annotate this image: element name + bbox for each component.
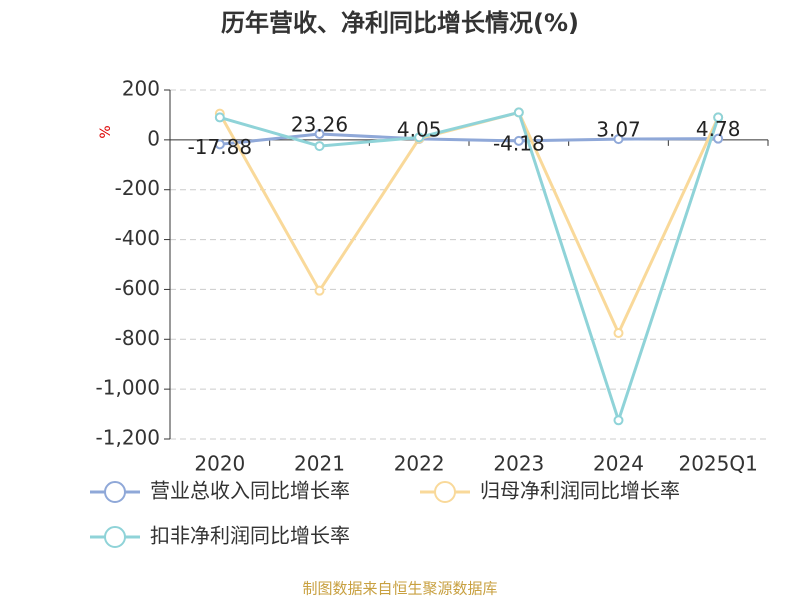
point <box>314 129 325 140</box>
point <box>314 285 325 296</box>
point <box>214 139 225 150</box>
x-tick-label: 2020 <box>194 452 245 476</box>
data-label: 4.05 <box>397 117 442 141</box>
point <box>613 415 624 426</box>
series-line <box>219 132 719 146</box>
x-tick-label: 2025Q1 <box>678 452 757 476</box>
data-label: 4.78 <box>696 117 741 141</box>
x-tick-label: 2024 <box>593 452 644 476</box>
point <box>414 132 425 143</box>
source-note: 制图数据来自恒生聚源数据库 <box>302 580 497 598</box>
y-tick-label: -800 <box>115 326 160 350</box>
point <box>513 135 524 146</box>
y-tick-label: 0 <box>147 126 160 150</box>
y-unit: % <box>98 125 114 138</box>
chart-title: 历年营收、净利同比增长情况(%) <box>221 9 579 37</box>
point <box>613 134 624 145</box>
data-label: -4.18 <box>493 131 545 155</box>
data-label: 3.07 <box>596 118 641 142</box>
legend-label: 营业总收入同比增长率 <box>150 479 350 503</box>
x-tick-label: 2022 <box>394 452 445 476</box>
point <box>314 141 325 152</box>
legend-label: 归母净利润同比增长率 <box>480 479 680 503</box>
x-tick-label: 2021 <box>294 452 345 476</box>
legend-label: 扣非净利润同比增长率 <box>150 524 350 548</box>
legend-marker <box>104 526 126 548</box>
y-tick-label: 200 <box>122 77 160 101</box>
y-tick-label: -400 <box>115 226 160 250</box>
point <box>713 112 724 123</box>
point <box>214 112 225 123</box>
y-tick-label: -200 <box>115 176 160 200</box>
point <box>613 328 624 339</box>
x-tick-label: 2023 <box>493 452 544 476</box>
point <box>713 133 724 144</box>
y-tick-label: -1,200 <box>96 426 160 450</box>
data-label: 23.26 <box>291 113 348 137</box>
point <box>513 107 524 118</box>
y-tick-label: -1,000 <box>96 376 160 400</box>
y-tick-label: -600 <box>115 276 160 300</box>
data-label: -17.88 <box>188 135 252 159</box>
legend-marker <box>434 481 456 503</box>
legend-marker <box>104 481 126 503</box>
series-line <box>219 110 720 426</box>
